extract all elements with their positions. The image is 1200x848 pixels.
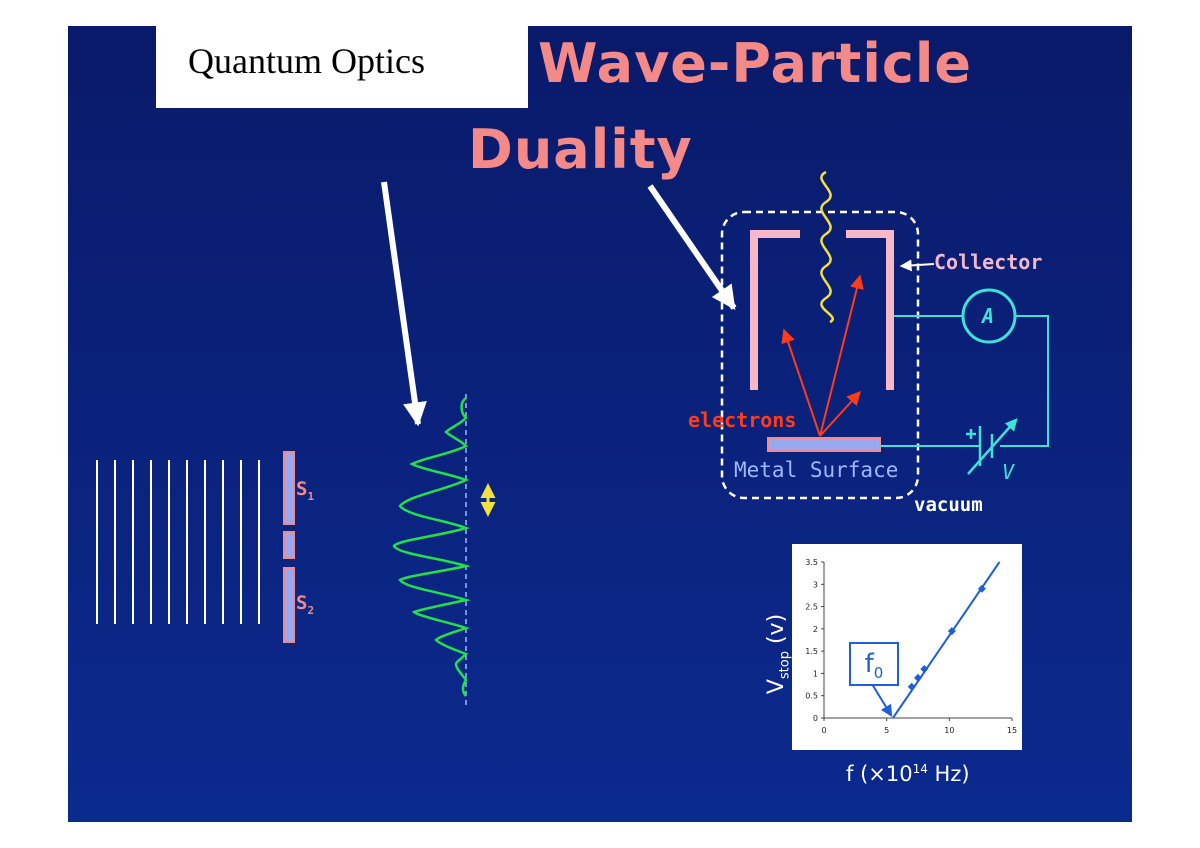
electron-trajectories (781, 274, 864, 437)
collector-pointer (899, 259, 935, 272)
y-tick-label: 1 (813, 669, 818, 678)
y-tick-label: 0.5 (805, 692, 818, 701)
chart-panel (792, 544, 1022, 750)
wavefront-lines (96, 460, 260, 624)
header-label-box (156, 26, 528, 108)
voltage-label: V (1002, 460, 1015, 484)
vacuum-label: vacuum (914, 494, 983, 516)
pointer-arrow-right (647, 184, 737, 310)
title-line-2: Duality (468, 118, 693, 181)
y-tick-label: 2 (813, 625, 818, 634)
header-label: Quantum Optics (188, 41, 425, 81)
interference-pattern (392, 396, 471, 697)
x-tick-label: 10 (944, 726, 954, 735)
ammeter-circle (961, 288, 1017, 344)
data-point (977, 584, 986, 593)
double-slit-barrier (283, 451, 295, 643)
circuit-wires (880, 315, 1049, 447)
metal-surface (767, 437, 881, 452)
title-line-1: Wave-Particle (538, 32, 972, 95)
metal-surface-label: Metal Surface (734, 458, 899, 482)
slit-2-label: S2 (296, 592, 315, 617)
data-point (914, 673, 922, 682)
y-tick-label: 2.5 (805, 603, 818, 612)
f0-pointer (871, 683, 893, 718)
data-point (947, 627, 956, 636)
y-tick-label: 1.5 (805, 647, 818, 656)
slit-1-label: S1 (296, 478, 315, 503)
x-tick-label: 15 (1007, 726, 1017, 735)
y-tick-label: 0 (813, 714, 818, 723)
stop-voltage-chart: 0 5 10 15 0 0.5 1 1.5 2 2.5 3 3.5 (805, 558, 1017, 735)
data-point (920, 664, 929, 673)
collector-right (846, 230, 894, 390)
collector-left (750, 230, 800, 390)
chart-x-axis-label: f (×1014 Hz) (846, 762, 970, 786)
y-tick-label: 3.5 (805, 558, 818, 567)
chart-y-axis-label: Vstop (v) (764, 613, 793, 695)
x-tick-label: 5 (884, 726, 889, 735)
photon-wave (820, 170, 834, 324)
f0-annotation: f0 (849, 642, 899, 686)
collector-label: Collector (934, 250, 1043, 274)
y-tick-label: 3 (813, 580, 818, 589)
electrons-label: electrons (688, 408, 797, 432)
vacuum-chamber (720, 210, 920, 500)
x-tick-label: 0 (821, 726, 826, 735)
data-point (907, 682, 916, 691)
variable-battery (966, 418, 1018, 475)
ammeter-label: A (982, 304, 995, 328)
pointer-arrow-left (381, 181, 427, 427)
